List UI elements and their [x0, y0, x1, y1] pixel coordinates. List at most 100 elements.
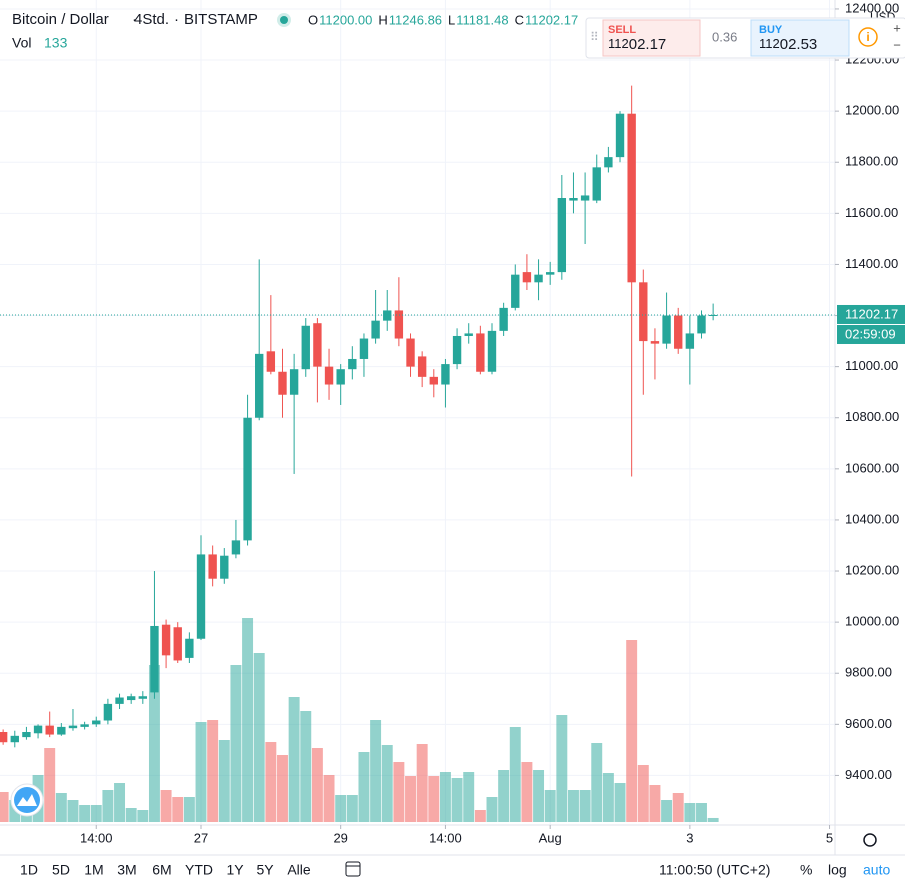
volume-bar [195, 722, 207, 822]
candle-body [464, 333, 473, 336]
legend-value: 11200.00 [319, 12, 372, 27]
percent-toggle[interactable]: % [800, 862, 812, 878]
volume-bar [696, 803, 707, 822]
volume-bar [614, 783, 626, 822]
clock: 11:00:50 (UTC+2) [659, 862, 770, 878]
volume-bar [311, 748, 323, 822]
candle-body [231, 540, 241, 555]
legend-value: 11246.86 [389, 12, 442, 27]
y-tick-label: 10600.00 [845, 460, 899, 475]
legend-key: O [308, 12, 318, 27]
range-button[interactable]: 6M [152, 862, 171, 878]
candle-body [301, 325, 310, 370]
candle-body [569, 198, 578, 201]
legend-key: C [515, 12, 524, 27]
last-price-label: 11202.17 [845, 306, 898, 321]
candle-body [371, 320, 380, 339]
volume-bar [544, 790, 556, 822]
range-button[interactable]: 5D [52, 862, 70, 878]
volume-bar [637, 765, 649, 822]
range-button[interactable]: 1Y [226, 862, 244, 878]
sell-price-head: 112 [608, 36, 629, 51]
candle-body [534, 274, 543, 283]
volume-bar [90, 805, 102, 822]
volume-bar [183, 797, 195, 822]
range-button[interactable]: 1D [20, 862, 38, 878]
ohlc-legend: O 11200.00 H 11246.86 L 11181.48 C 11202.17 [308, 12, 578, 27]
range-button[interactable]: YTD [185, 862, 213, 878]
volume-bar [579, 790, 591, 822]
y-tick-label: 9400.00 [845, 767, 892, 782]
candle-body [33, 725, 43, 734]
buy-price: 11202.53 [759, 36, 817, 53]
volume-bar [393, 762, 405, 822]
candle-body [115, 697, 124, 704]
volume-bar [463, 772, 475, 822]
candle-body [417, 356, 427, 377]
candle-body [662, 315, 671, 344]
candle-body [650, 341, 660, 344]
candle-body [0, 731, 8, 743]
volume-bar [346, 795, 358, 822]
volume-bar [277, 755, 288, 822]
candle-body [313, 323, 322, 367]
volume-bar [381, 745, 393, 822]
candle-body [92, 720, 101, 725]
grid [0, 0, 835, 825]
settings-icon[interactable] [863, 833, 877, 847]
candle-body [126, 696, 136, 701]
legend-key: L [448, 12, 455, 27]
range-button[interactable]: 5Y [256, 862, 274, 878]
volume-bar [556, 715, 568, 822]
volume-bar [672, 793, 684, 822]
buy-button[interactable] [750, 19, 850, 57]
calendar-icon[interactable] [345, 861, 361, 877]
buy-price-head: 112 [759, 36, 780, 51]
volume-bar [148, 665, 160, 822]
volume-bar [218, 740, 230, 822]
y-tick-label: 10400.00 [845, 511, 899, 526]
volume-bar [439, 772, 451, 822]
candle-body [161, 624, 171, 656]
expand-icon[interactable]: + [893, 20, 901, 35]
candle-body [487, 330, 497, 372]
volume-bar [416, 744, 428, 822]
candle-body [80, 724, 89, 727]
auto-toggle[interactable]: auto [863, 862, 890, 878]
x-tick-label: 3 [686, 830, 693, 845]
collapse-icon[interactable]: − [893, 37, 901, 52]
x-tick-label: 27 [194, 830, 208, 845]
candle-body [103, 703, 113, 721]
candle-body [289, 369, 299, 395]
candle-body [383, 310, 392, 321]
volume-layer [0, 618, 719, 822]
candle-body [150, 625, 159, 693]
candle-body [639, 282, 648, 342]
range-button[interactable]: 1M [84, 862, 103, 878]
volume-bar [428, 776, 440, 822]
y-tick-label: 11400.00 [845, 256, 898, 271]
volume-bar [44, 748, 56, 822]
range-button[interactable]: 3M [117, 862, 136, 878]
toolbar: 11:00:50 (UTC+2) % log auto 1D 5D 1M 3M 6M YT… [20, 833, 890, 878]
volume-bar [591, 743, 603, 822]
x-tick-label: 14:00 [80, 830, 113, 845]
volume-bar [242, 618, 254, 822]
volume-bar [253, 653, 265, 822]
y-tick-label: 10800.00 [845, 409, 899, 424]
y-tick-label: 10200.00 [845, 562, 899, 577]
sell-button[interactable] [602, 19, 701, 57]
candle-body [708, 314, 718, 316]
legend-key: H [378, 12, 387, 27]
volume-bar [230, 665, 242, 822]
candle-body [243, 417, 252, 541]
info-icon[interactable] [858, 27, 878, 47]
range-button[interactable]: Alle [287, 862, 311, 878]
sell-price-tail: 02.17 [629, 36, 667, 53]
volume-bar [521, 762, 533, 822]
candle-body [441, 364, 450, 385]
volume-bar [67, 800, 79, 822]
candle-body [580, 195, 590, 201]
log-toggle[interactable]: log [828, 862, 847, 878]
